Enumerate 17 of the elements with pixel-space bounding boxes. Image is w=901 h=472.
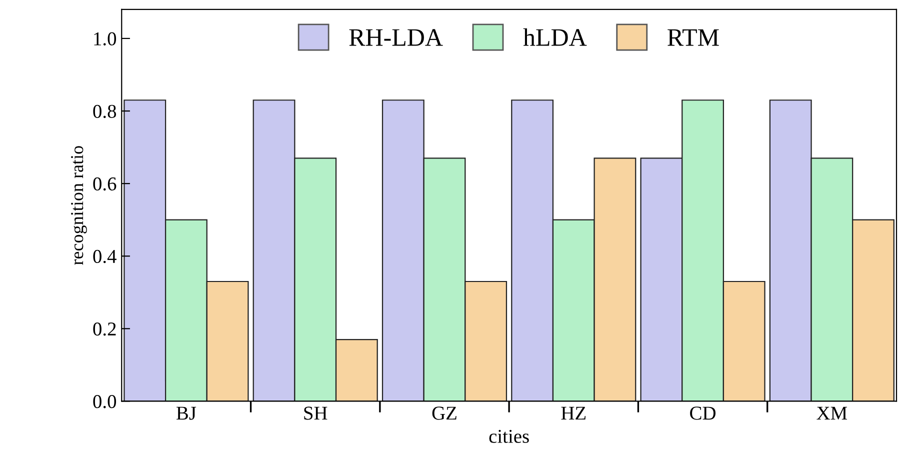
x-axis-title: cities [489,430,529,443]
legend-label: RH-LDA [349,29,443,46]
legend-label: hLDA [523,28,587,46]
x-tick-label: GZ [432,406,456,420]
x-tick-label: BJ [176,406,196,420]
y-tick-label: 1.0 [94,32,116,46]
x-tick-label: CD [690,406,716,420]
legend-label: RTM [668,29,719,46]
y-tick-label: 0.0 [93,395,116,408]
y-tick-label: 0.6 [93,177,116,191]
y-tick-label: 0.8 [93,104,116,118]
x-tick-label: SH [304,406,328,420]
y-tick-label: 0.2 [93,322,116,336]
x-tick-label: XM [816,406,848,420]
y-tick-label: 0.4 [93,250,116,264]
x-tick-label: HZ [561,406,586,420]
y-axis-title: recognition ratio [71,146,87,265]
